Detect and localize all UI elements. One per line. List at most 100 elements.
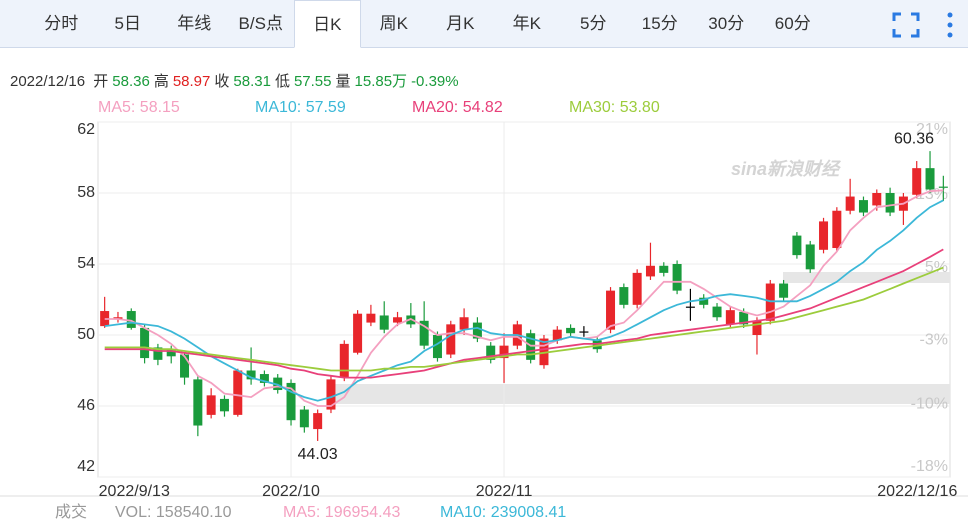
tab[interactable]: 60分 xyxy=(774,13,811,33)
candle-body xyxy=(619,287,629,305)
candle-body xyxy=(286,382,296,421)
legend-entry: MA20: 54.82 xyxy=(412,99,503,116)
tab[interactable]: 5分 xyxy=(580,13,607,33)
candle-body xyxy=(379,315,389,330)
candle-body xyxy=(925,168,935,190)
volume-title: 成交 xyxy=(55,503,87,521)
y2-tick-label: -18% xyxy=(911,458,948,475)
candle-body xyxy=(832,210,842,249)
quote-label: 量 xyxy=(335,73,351,90)
y2-tick-label: 5% xyxy=(925,259,948,276)
quote-change: -0.39% xyxy=(411,73,459,90)
quote-value: 15.85万 xyxy=(354,73,408,90)
candle-body xyxy=(632,272,642,305)
x-tick-label: 2022/12/16 xyxy=(877,483,957,500)
fullscreen-icon[interactable] xyxy=(892,12,920,38)
candle-body xyxy=(858,200,868,213)
tab[interactable]: 年线 xyxy=(177,13,212,33)
ma-line xyxy=(104,266,944,372)
candle-body xyxy=(446,324,456,355)
quote-label: 收 xyxy=(214,73,230,90)
y2-tick-label: -3% xyxy=(920,332,948,349)
shade-band xyxy=(783,272,950,283)
candle-body xyxy=(499,345,509,359)
candle-body xyxy=(246,370,256,380)
legend-entry: MA10: 57.59 xyxy=(255,99,346,116)
candle-body xyxy=(752,320,762,335)
volume-item: VOL: 158540.10 xyxy=(115,504,232,521)
y2-tick-label: 21% xyxy=(916,121,948,138)
candle-body xyxy=(459,317,469,330)
candle-body xyxy=(432,335,442,359)
tab[interactable]: 日K xyxy=(294,0,361,48)
tab-bar: 分时 5日 年线 B/S点 日K 周K 月K 年K 5分 15分 30分 60分 xyxy=(0,0,968,48)
y-tick-label: 42 xyxy=(77,458,95,475)
candle-body xyxy=(645,265,655,277)
candle-body xyxy=(326,379,336,410)
tab[interactable]: 分时 xyxy=(44,13,79,33)
candle-body xyxy=(219,398,229,412)
y2-tick-label: -10% xyxy=(911,395,948,412)
candle-body xyxy=(313,413,323,430)
low-label: 44.03 xyxy=(298,446,338,463)
candle-body xyxy=(938,186,948,188)
candle-body xyxy=(912,168,922,195)
tab[interactable]: 5日 xyxy=(114,13,141,33)
quote-date: 2022/12/16 xyxy=(10,73,86,90)
quote-value: 58.31 xyxy=(233,73,271,90)
candle-body xyxy=(539,338,549,366)
y-tick-label: 50 xyxy=(77,326,95,343)
candle-body xyxy=(685,306,695,308)
volume-item: MA10: 239008.41 xyxy=(440,504,566,521)
candle-body xyxy=(819,221,829,250)
quote-label: 开 xyxy=(93,73,109,90)
candle-body xyxy=(419,320,429,346)
candle-body xyxy=(140,327,150,359)
tab[interactable]: 30分 xyxy=(708,13,745,33)
x-tick-label: 2022/9/13 xyxy=(99,483,170,500)
candle-body xyxy=(805,244,815,270)
watermark: sina新浪财经 xyxy=(731,159,842,179)
candle-body xyxy=(606,290,616,330)
candle-body xyxy=(672,264,682,291)
legend-entry: MA5: 58.15 xyxy=(98,99,180,116)
candle-body xyxy=(486,345,496,360)
candle-body xyxy=(233,370,243,415)
ma-line xyxy=(104,248,944,379)
ma-line xyxy=(104,199,944,402)
candle-body xyxy=(712,306,722,318)
tab[interactable]: 15分 xyxy=(641,13,678,33)
candle-body xyxy=(872,193,882,206)
candle-body xyxy=(725,310,735,325)
candle-body xyxy=(885,193,895,213)
candle-body xyxy=(193,379,203,426)
candle-body xyxy=(779,283,789,298)
quote-value: 57.55 xyxy=(293,73,332,90)
candle-body xyxy=(393,317,403,323)
candle-body xyxy=(699,297,709,305)
candle-body xyxy=(845,196,855,211)
quote-value: 58.36 xyxy=(112,73,150,90)
quote-line: 2022/12/16 开 58.36 高 58.97 收 58.31 低 57.55 量 15.8… xyxy=(10,70,463,91)
legend-entry: MA30: 53.80 xyxy=(569,99,660,116)
tab[interactable]: 月K xyxy=(446,13,475,33)
candle-body xyxy=(566,327,576,334)
candle-body xyxy=(180,354,190,378)
candle-body xyxy=(153,347,163,360)
candle-body xyxy=(206,395,216,415)
high-label: 60.36 xyxy=(894,130,934,147)
y-tick-label: 54 xyxy=(77,255,95,272)
candle-body xyxy=(366,313,376,323)
tab[interactable]: B/S点 xyxy=(238,13,283,33)
candle-body xyxy=(739,311,749,325)
y-tick-label: 58 xyxy=(77,184,95,201)
quote-value: 58.97 xyxy=(172,73,211,90)
candle-body xyxy=(552,329,562,341)
quote-label: 低 xyxy=(274,73,290,90)
menu-icon[interactable] xyxy=(946,12,954,38)
x-tick-label: 2022/11 xyxy=(476,483,533,500)
tab[interactable]: 周K xyxy=(379,13,408,33)
tab[interactable]: 年K xyxy=(512,13,541,33)
candle-body xyxy=(100,311,110,327)
